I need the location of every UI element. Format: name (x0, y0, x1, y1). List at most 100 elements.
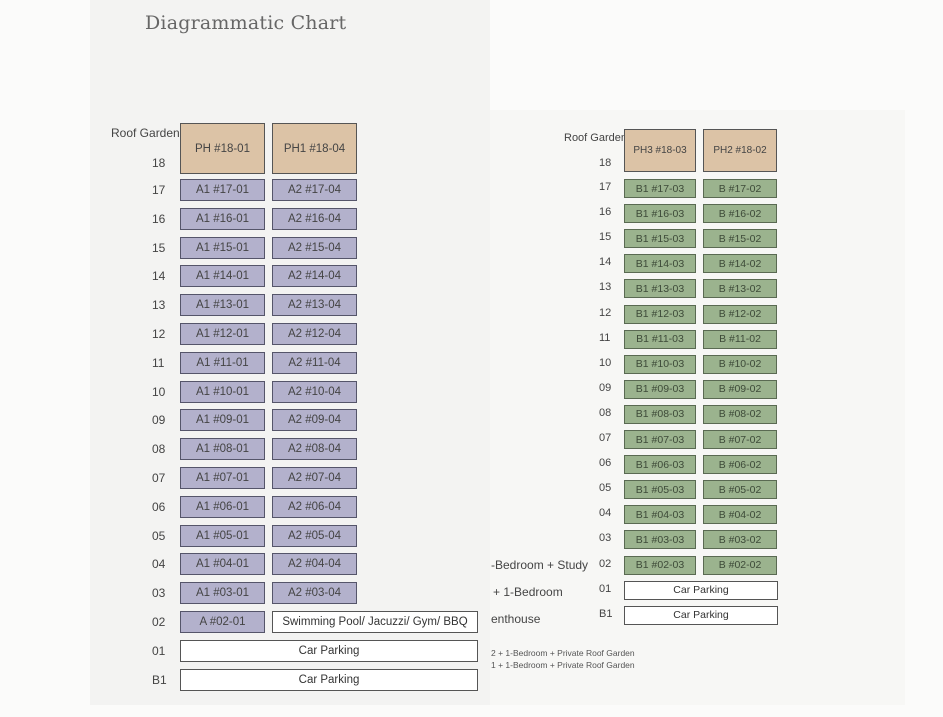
unit-cell: A1 #06-01 (180, 495, 265, 518)
unit-cell: A1 #05-01 (180, 524, 265, 547)
unit-cell: B1 #16-03 (624, 204, 696, 224)
floor-label: 14 (599, 256, 612, 269)
unit-cell: B #11-02 (703, 329, 777, 349)
unit-cell: B #16-02 (703, 204, 777, 224)
unit-cell: A2 #12-04 (272, 323, 357, 345)
unit-cell: A1 #04-01 (180, 553, 265, 576)
unit-cell: B1 #07-03 (624, 430, 696, 449)
unit-cell: B #17-02 (703, 179, 777, 198)
floor-label: B1 (599, 607, 613, 620)
unit-cell: B #13-02 (703, 279, 777, 299)
floor-label: 05 (152, 528, 166, 543)
floor-label: 18 (152, 156, 166, 170)
floor-label: 14 (152, 269, 166, 284)
floor-label: 12 (152, 327, 166, 341)
floor-label: 02 (599, 557, 612, 570)
floor-label: 16 (599, 206, 612, 219)
unit-cell: A2 #04-04 (272, 553, 357, 576)
floor-label: 06 (599, 457, 612, 470)
unit-cell: A2 #03-04 (272, 582, 357, 605)
car-parking-box: Car Parking (624, 605, 778, 625)
roof-garden-label: Roof Garden (111, 126, 180, 140)
penthouse-unit: PH1 #18-04 (272, 123, 357, 174)
unit-cell: B1 #05-03 (624, 480, 696, 500)
floor-label: 03 (599, 532, 612, 545)
unit-cell: B1 #04-03 (624, 505, 696, 525)
floor-label: B1 (152, 672, 167, 687)
unit-cell: B1 #10-03 (624, 354, 696, 374)
floor-label: 04 (152, 557, 166, 572)
unit-cell: A1 #08-01 (180, 438, 265, 461)
unit-cell: A2 #08-04 (272, 438, 357, 461)
legend-note-2: 1 + 1-Bedroom + Private Roof Garden (491, 660, 635, 670)
floor-label: 13 (152, 298, 166, 313)
penthouse-unit: PH3 #18-03 (624, 129, 696, 172)
floor-label: 10 (152, 384, 166, 399)
unit-cell: A1 #10-01 (180, 380, 265, 403)
floor-label: 10 (599, 356, 612, 369)
unit-cell: A1 #13-01 (180, 294, 265, 317)
unit-cell: B #04-02 (703, 505, 777, 525)
unit-cell: B1 #02-03 (624, 555, 696, 575)
car-parking-box: Car Parking (180, 639, 478, 662)
unit-cell: B #03-02 (703, 530, 777, 550)
unit-cell: A1 #17-01 (180, 179, 265, 201)
car-parking-box: Car Parking (180, 668, 478, 691)
unit-cell: B #10-02 (703, 354, 777, 374)
unit-cell: A2 #09-04 (272, 409, 357, 432)
unit-cell: A2 #10-04 (272, 380, 357, 403)
unit-cell: B #12-02 (703, 304, 777, 324)
unit-cell: B #05-02 (703, 480, 777, 500)
unit-cell: A2 #15-04 (272, 236, 357, 259)
floor-label: 17 (599, 181, 612, 193)
unit-cell: B #07-02 (703, 430, 777, 449)
unit-cell: B #15-02 (703, 229, 777, 249)
unit-cell: B1 #14-03 (624, 254, 696, 274)
unit-cell: A1 #16-01 (180, 207, 265, 230)
unit-cell: A1 #15-01 (180, 236, 265, 259)
floor-label: 04 (599, 507, 612, 520)
floor-label: 11 (599, 331, 611, 344)
floor-label: 02 (152, 615, 166, 629)
unit-cell: A1 #03-01 (180, 582, 265, 605)
floor-label: 16 (152, 211, 166, 226)
unit-cell: A2 #14-04 (272, 265, 357, 288)
floor-label: 11 (152, 355, 165, 370)
legend-note-1: 2 + 1-Bedroom + Private Roof Garden (491, 648, 635, 658)
floor-label: 01 (599, 582, 612, 595)
unit-cell: B #02-02 (703, 555, 777, 575)
unit-cell: A2 #11-04 (272, 351, 357, 374)
unit-cell: B1 #06-03 (624, 455, 696, 475)
floor-label: 17 (152, 183, 166, 197)
floor-label: 18 (599, 157, 612, 169)
unit-cell: B1 #09-03 (624, 379, 696, 399)
unit-cell: B #08-02 (703, 404, 777, 424)
unit-cell: B1 #17-03 (624, 179, 696, 198)
unit-cell: B #14-02 (703, 254, 777, 274)
unit-cell: A2 #05-04 (272, 524, 357, 547)
floor-label: 08 (599, 406, 612, 419)
unit-cell: B1 #12-03 (624, 304, 696, 324)
floor-label: 15 (152, 240, 166, 255)
floor-label: 06 (152, 499, 166, 514)
page-title: Diagrammatic Chart (145, 12, 347, 34)
unit-cell: A2 #13-04 (272, 294, 357, 317)
floor-label: 05 (599, 482, 612, 495)
unit-cell: A1 #09-01 (180, 409, 265, 432)
unit-cell: A1 #12-01 (180, 323, 265, 345)
unit-cell: A #02-01 (180, 611, 265, 633)
facilities-box: Swimming Pool/ Jacuzzi/ Gym/ BBQ (272, 611, 478, 633)
unit-cell: B1 #03-03 (624, 530, 696, 550)
unit-cell: A1 #11-01 (180, 351, 265, 374)
unit-cell: A1 #14-01 (180, 265, 265, 288)
legend-item-one-bedroom: + 1-Bedroom (493, 585, 563, 599)
floor-label: 09 (599, 381, 612, 394)
floor-label: 08 (152, 442, 166, 457)
floor-label: 15 (599, 231, 612, 244)
unit-cell: A1 #07-01 (180, 467, 265, 489)
penthouse-unit: PH2 #18-02 (703, 129, 777, 172)
floor-label: 07 (599, 432, 612, 444)
car-parking-box: Car Parking (624, 580, 778, 600)
roof-garden-label: Roof Garden (564, 132, 627, 144)
unit-cell: B1 #08-03 (624, 404, 696, 424)
